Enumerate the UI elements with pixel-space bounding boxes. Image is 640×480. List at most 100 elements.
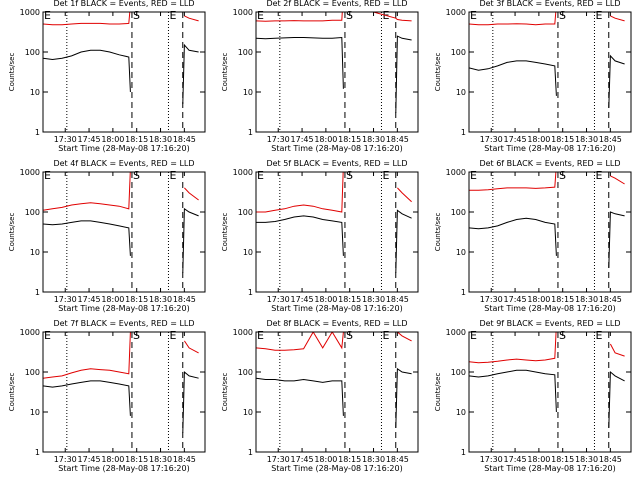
- x-tick-label: 18:15: [551, 135, 574, 144]
- x-tick-label: 17:30: [54, 295, 77, 304]
- marker-label: E: [595, 9, 602, 22]
- x-tick-label: 18:15: [551, 295, 574, 304]
- x-tick-label: 17:45: [78, 295, 101, 304]
- x-tick-label: 18:00: [314, 455, 337, 464]
- y-tick-label: 1000: [20, 168, 40, 177]
- panel: Det 6f BLACK = Events, RED = LLD Start Ti…: [434, 159, 632, 313]
- x-tick-label: 17:45: [291, 295, 314, 304]
- y-tick-label: 1: [35, 448, 40, 457]
- x-tick-label: 17:30: [54, 455, 77, 464]
- panel: Det 3f BLACK = Events, RED = LLD Start Ti…: [434, 0, 632, 153]
- x-tick-label: 18:45: [386, 135, 409, 144]
- x-tick-label: 18:15: [125, 295, 148, 304]
- series-line: [256, 35, 412, 113]
- x-tick-label: 18:45: [386, 295, 409, 304]
- series-line: [469, 54, 625, 108]
- marker-label: S: [559, 9, 566, 22]
- plot-frame: [255, 171, 419, 293]
- x-tick-label: 18:45: [173, 295, 196, 304]
- y-tick-label: 10: [243, 408, 253, 417]
- marker-label: E: [169, 329, 176, 342]
- x-tick-label: 18:30: [149, 455, 172, 464]
- marker-label: S: [346, 329, 353, 342]
- marker-label: S: [133, 169, 140, 182]
- marker-label: E: [169, 9, 176, 22]
- y-tick-label: 1000: [446, 168, 466, 177]
- x-axis-label: Start Time (28-May-08 17:16:20): [271, 144, 402, 153]
- x-tick-label: 18:00: [101, 455, 124, 464]
- chart-title: Det 1f BLACK = Events, RED = LLD: [53, 0, 194, 8]
- y-tick-label: 1: [461, 448, 466, 457]
- y-tick-label: 1000: [20, 328, 40, 337]
- y-tick-label: 100: [451, 368, 466, 377]
- x-tick-label: 17:45: [78, 455, 101, 464]
- plot-frame: [255, 11, 419, 133]
- y-tick-label: 1000: [446, 328, 466, 337]
- y-tick-label: 1: [248, 288, 253, 297]
- y-axis-label: Counts/sec: [8, 53, 16, 92]
- marker-label: E: [382, 329, 389, 342]
- y-tick-label: 1000: [233, 168, 253, 177]
- x-tick-label: 17:30: [267, 455, 290, 464]
- marker-label: E: [257, 169, 264, 182]
- series-line: [256, 209, 412, 273]
- marker-label: S: [346, 169, 353, 182]
- y-axis-label: Counts/sec: [434, 373, 442, 412]
- series-line: [256, 12, 412, 22]
- x-axis-label: Start Time (28-May-08 17:16:20): [484, 464, 615, 473]
- y-tick-label: 1000: [233, 328, 253, 337]
- marker-label: E: [257, 9, 264, 22]
- x-axis-label: Start Time (28-May-08 17:16:20): [271, 464, 402, 473]
- panel: Det 9f BLACK = Events, RED = LLD Start Ti…: [434, 319, 632, 473]
- plot-frame: [255, 331, 419, 453]
- x-tick-label: 18:00: [527, 135, 550, 144]
- plot-frame: [468, 11, 632, 133]
- y-axis-label: Counts/sec: [434, 213, 442, 252]
- plot-frame: [42, 11, 206, 133]
- y-tick-label: 10: [456, 88, 466, 97]
- series-line: [43, 370, 199, 433]
- y-tick-label: 1: [35, 288, 40, 297]
- x-tick-label: 18:15: [338, 455, 361, 464]
- y-tick-label: 10: [243, 248, 253, 257]
- y-axis-label: Counts/sec: [221, 373, 229, 412]
- x-axis-label: Start Time (28-May-08 17:16:20): [58, 144, 189, 153]
- y-tick-label: 10: [243, 88, 253, 97]
- x-tick-label: 18:30: [575, 295, 598, 304]
- marker-label: S: [133, 9, 140, 22]
- x-tick-label: 17:45: [504, 455, 527, 464]
- x-tick-label: 18:15: [125, 135, 148, 144]
- series-line: [43, 207, 199, 273]
- y-tick-label: 1: [248, 128, 253, 137]
- chart-title: Det 2f BLACK = Events, RED = LLD: [266, 0, 407, 8]
- y-axis-label: Counts/sec: [221, 53, 229, 92]
- y-tick-label: 10: [30, 248, 40, 257]
- x-tick-label: 17:30: [267, 295, 290, 304]
- y-tick-label: 100: [451, 48, 466, 57]
- y-tick-label: 10: [30, 408, 40, 417]
- x-axis-label: Start Time (28-May-08 17:16:20): [484, 304, 615, 313]
- marker-label: E: [169, 169, 176, 182]
- x-axis-label: Start Time (28-May-08 17:16:20): [58, 304, 189, 313]
- panel: Det 4f BLACK = Events, RED = LLD Start Ti…: [8, 159, 206, 313]
- x-tick-label: 18:15: [338, 135, 361, 144]
- series-line: [43, 12, 199, 26]
- marker-label: S: [559, 329, 566, 342]
- plot-frame: [468, 331, 632, 453]
- series-line: [43, 332, 199, 379]
- x-tick-label: 18:00: [527, 295, 550, 304]
- x-tick-label: 18:00: [527, 455, 550, 464]
- y-tick-label: 1: [248, 448, 253, 457]
- panel: Det 5f BLACK = Events, RED = LLD Start Ti…: [221, 159, 419, 313]
- chart-title: Det 8f BLACK = Events, RED = LLD: [266, 319, 407, 328]
- x-axis-label: Start Time (28-May-08 17:16:20): [271, 304, 402, 313]
- y-tick-label: 100: [238, 208, 253, 217]
- marker-label: E: [470, 169, 477, 182]
- chart-title: Det 7f BLACK = Events, RED = LLD: [53, 319, 194, 328]
- x-tick-label: 18:00: [314, 295, 337, 304]
- x-tick-label: 17:45: [78, 135, 101, 144]
- x-tick-label: 18:45: [599, 455, 622, 464]
- series-line: [469, 211, 625, 268]
- series-line: [43, 172, 199, 211]
